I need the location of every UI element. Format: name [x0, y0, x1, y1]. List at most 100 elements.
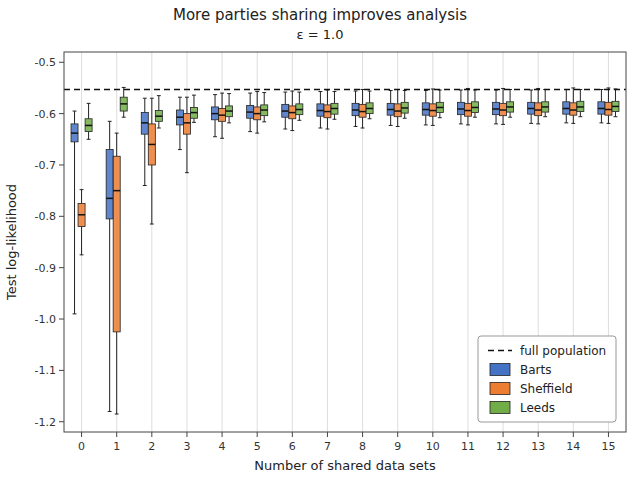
median	[401, 107, 408, 109]
cap-low	[543, 116, 547, 117]
median	[176, 116, 183, 118]
whisker-low	[390, 115, 391, 125]
median	[78, 214, 85, 216]
x-tick	[81, 432, 82, 437]
y-tick	[59, 370, 64, 371]
x-tick	[573, 432, 574, 437]
cap-low	[185, 172, 189, 173]
whisker-high	[250, 93, 251, 105]
whisker-low	[186, 134, 187, 173]
box	[457, 102, 464, 114]
box	[190, 107, 197, 118]
whisker-high	[439, 90, 440, 102]
x-axis-label: Number of shared data sets	[254, 458, 436, 473]
whisker-low	[545, 112, 546, 117]
cap-high	[283, 92, 287, 93]
x-tick	[467, 432, 468, 437]
cap-high	[108, 121, 112, 122]
cap-low	[178, 149, 182, 150]
box	[401, 102, 408, 113]
cap-low	[354, 126, 358, 127]
whisker-low	[229, 117, 230, 123]
grid-line-x	[151, 52, 152, 432]
box	[493, 102, 500, 114]
cap-low	[466, 124, 470, 125]
box	[563, 102, 570, 114]
y-tick	[59, 164, 64, 165]
cap-low	[614, 116, 618, 117]
median	[296, 109, 303, 111]
whisker-low	[215, 120, 216, 137]
cap-high	[318, 91, 322, 92]
whisker-high	[88, 103, 89, 118]
whisker-high	[580, 89, 581, 101]
cap-low	[368, 118, 372, 119]
median	[247, 111, 254, 113]
y-tick	[59, 319, 64, 320]
cap-high	[213, 94, 217, 95]
whisker-low	[292, 119, 293, 131]
box	[500, 103, 507, 115]
cap-high	[185, 97, 189, 98]
y-tick-label: -0.8	[35, 210, 56, 223]
y-tick-label: -0.9	[35, 262, 56, 275]
cap-high	[290, 91, 294, 92]
median	[282, 110, 289, 112]
legend-label: Sheffield	[520, 382, 573, 396]
whisker-low	[81, 227, 82, 255]
median	[528, 108, 535, 110]
whisker-high	[109, 121, 110, 149]
cap-high	[262, 92, 266, 93]
cap-low	[318, 128, 322, 129]
median	[183, 122, 190, 124]
whisker-low	[404, 113, 405, 118]
cap-high	[368, 91, 372, 92]
x-tick	[397, 432, 398, 437]
x-tick-label: 6	[289, 440, 296, 453]
cap-high	[297, 92, 301, 93]
box	[605, 102, 612, 115]
cap-low	[143, 185, 147, 186]
whisker-low	[580, 112, 581, 117]
whisker-low	[531, 114, 532, 123]
x-tick-label: 8	[359, 440, 366, 453]
median	[612, 106, 619, 108]
cap-low	[459, 123, 463, 124]
box	[106, 150, 113, 219]
whisker-low	[88, 132, 89, 140]
chart: More parties sharing improves analysisε …	[0, 0, 640, 480]
whisker-low	[496, 115, 497, 124]
cap-low	[438, 117, 442, 118]
median	[359, 111, 366, 113]
cap-low	[403, 118, 407, 119]
box	[598, 102, 605, 114]
whisker-high	[369, 91, 370, 103]
box	[317, 104, 324, 116]
x-tick	[503, 432, 504, 437]
median	[493, 108, 500, 110]
x-tick	[538, 432, 539, 437]
whisker-high	[538, 88, 539, 102]
median	[190, 112, 197, 114]
box	[296, 104, 303, 115]
y-tick-label: -0.7	[35, 159, 56, 172]
legend-box	[478, 336, 616, 422]
box	[359, 104, 366, 117]
whisker-low	[109, 219, 110, 412]
cap-low	[389, 125, 393, 126]
y-tick	[59, 62, 64, 63]
y-tick	[59, 267, 64, 268]
median	[570, 109, 577, 111]
whisker-high	[390, 91, 391, 104]
cap-low	[424, 124, 428, 125]
cap-low	[262, 121, 266, 122]
whisker-low	[573, 115, 574, 123]
box	[212, 107, 219, 120]
cap-high	[220, 93, 224, 94]
whisker-high	[81, 190, 82, 204]
cap-low	[361, 128, 365, 129]
whisker-low	[179, 125, 180, 150]
legend-swatch	[490, 383, 510, 395]
x-tick	[116, 432, 117, 437]
grid	[82, 52, 609, 432]
